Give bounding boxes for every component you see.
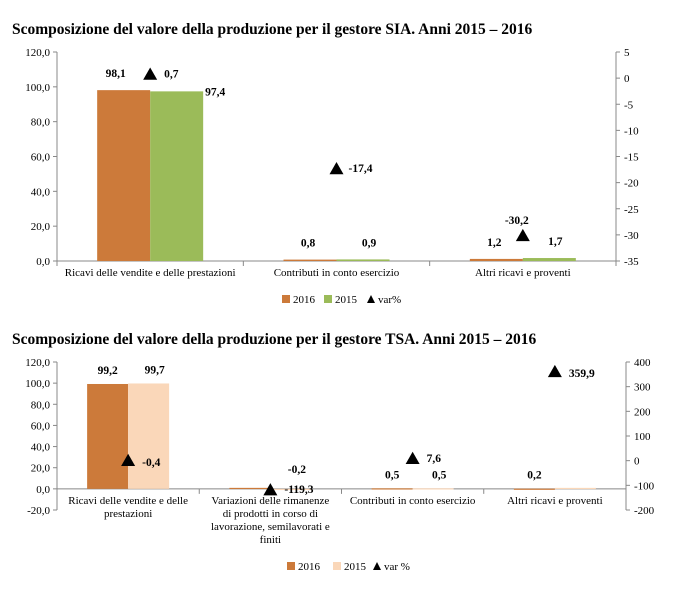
legend-swatch <box>282 295 290 303</box>
bar-2015 <box>270 488 312 491</box>
y-tick-label: 100,0 <box>25 82 50 94</box>
data-label: 0,8 <box>301 238 316 250</box>
y-tick-label: 120,0 <box>25 357 50 369</box>
legend-swatch <box>287 562 295 570</box>
x-tick-label: Altri ricavi e proventi <box>507 495 603 507</box>
x-tick-label: Variazioni delle rimanenze <box>211 495 329 507</box>
y-tick-label: 40,0 <box>31 442 51 454</box>
y2-tick-label: 200 <box>634 406 651 418</box>
y-tick-label: 0,0 <box>36 256 50 268</box>
y2-tick-label: -25 <box>624 204 639 216</box>
x-tick-label: Contributi in conto esercizio <box>350 495 476 507</box>
bar-2016 <box>87 383 129 489</box>
bar-2015 <box>150 91 204 261</box>
bar-2016 <box>97 90 151 261</box>
x-tick-label: di prodotti in corso di <box>223 508 318 520</box>
y-tick-label: 0,0 <box>36 484 50 496</box>
y2-tick-label: -35 <box>624 256 639 268</box>
bar-2016 <box>283 259 337 261</box>
y2-tick-label: -30 <box>624 230 639 242</box>
y-tick-label: 120,0 <box>25 47 50 59</box>
legend-label: 2015 <box>344 561 367 573</box>
data-label: 0,5 <box>432 469 447 481</box>
x-tick-label: finiti <box>260 534 281 546</box>
data-label: 0,9 <box>362 237 377 249</box>
chart-title: Scomposizione del valore della produzion… <box>12 21 533 38</box>
data-label: 1,7 <box>548 236 563 248</box>
legend-label: 2016 <box>298 561 321 573</box>
x-tick-label: Contributi in conto esercizio <box>274 267 400 279</box>
var-marker <box>263 483 278 496</box>
data-label: 0,5 <box>385 469 400 481</box>
data-label: 98,1 <box>106 68 126 80</box>
legend-swatch <box>324 295 332 303</box>
var-marker <box>121 453 136 467</box>
bar-2016 <box>229 487 271 490</box>
data-label: 7,6 <box>427 453 442 465</box>
y2-tick-label: -15 <box>624 152 639 164</box>
y-tick-label: 80,0 <box>31 399 51 411</box>
bar-2015 <box>336 259 390 261</box>
y-tick-label: 100,0 <box>25 378 50 390</box>
data-label: -17,4 <box>349 163 373 175</box>
bar-2016 <box>371 488 413 490</box>
y2-tick-label: 100 <box>634 431 651 443</box>
y-tick-label: 20,0 <box>31 221 51 233</box>
var-marker <box>143 67 158 80</box>
y-tick-label: 60,0 <box>31 152 51 164</box>
bar-2015 <box>522 258 576 261</box>
data-label: 359,9 <box>569 368 595 380</box>
x-tick-label: prestazioni <box>104 508 152 520</box>
x-tick-label: Ricavi delle vendite e delle prestazioni <box>65 267 236 279</box>
y2-tick-label: -100 <box>634 480 655 492</box>
legend-swatch <box>367 295 375 303</box>
y2-tick-label: 5 <box>624 47 630 59</box>
y-tick-label: 60,0 <box>31 420 51 432</box>
data-label: -0,2 <box>288 464 306 476</box>
data-label: -119,3 <box>284 484 313 496</box>
data-label: 99,2 <box>98 365 118 377</box>
legend-label: var% <box>378 294 401 306</box>
bar-2015 <box>128 383 170 489</box>
legend-label: 2015 <box>335 294 358 306</box>
y2-tick-label: 300 <box>634 382 651 394</box>
data-label: -0,4 <box>142 457 160 469</box>
data-label: 0,7 <box>164 68 179 80</box>
y-tick-label: 80,0 <box>31 117 51 129</box>
y-tick-label: -20,0 <box>27 505 50 517</box>
chart-title: Scomposizione del valore della produzion… <box>12 331 537 348</box>
y2-tick-label: -200 <box>634 505 655 517</box>
x-tick-label: Ricavi delle vendite e delle <box>68 495 188 507</box>
x-tick-label: lavorazione, semilavorati e <box>211 521 330 533</box>
var-marker <box>547 364 562 378</box>
sia-chart: 0,0 20,0 40,0 60,0 80,0 100,0 120,0 -35 -30 -25 -2… <box>25 47 639 306</box>
data-label: 99,7 <box>145 364 165 376</box>
bar-2015 <box>412 488 454 490</box>
data-label: 97,4 <box>205 86 225 98</box>
legend-swatch <box>333 562 341 570</box>
data-label: -30,2 <box>505 215 529 227</box>
legend-label: 2016 <box>293 294 316 306</box>
y-tick-label: 40,0 <box>31 186 51 198</box>
x-tick-label: Altri ricavi e proventi <box>475 267 571 279</box>
data-label: 1,2 <box>487 237 502 249</box>
var-marker <box>515 228 530 242</box>
y2-tick-label: 0 <box>634 456 640 468</box>
y2-tick-label: 0 <box>624 73 630 85</box>
bar-2016 <box>469 258 523 261</box>
data-label: 0,2 <box>527 470 542 482</box>
y-tick-label: 20,0 <box>31 463 51 475</box>
bar-2015 <box>554 487 596 490</box>
legend-swatch <box>373 562 381 570</box>
legend-label: var % <box>384 561 410 573</box>
y2-tick-label: -20 <box>624 178 639 190</box>
var-marker <box>329 162 344 175</box>
var-marker <box>405 451 420 465</box>
y2-tick-label: -10 <box>624 125 639 137</box>
bar-2016 <box>513 488 555 490</box>
y2-tick-label: -5 <box>624 99 634 111</box>
y2-tick-label: 400 <box>634 357 651 369</box>
